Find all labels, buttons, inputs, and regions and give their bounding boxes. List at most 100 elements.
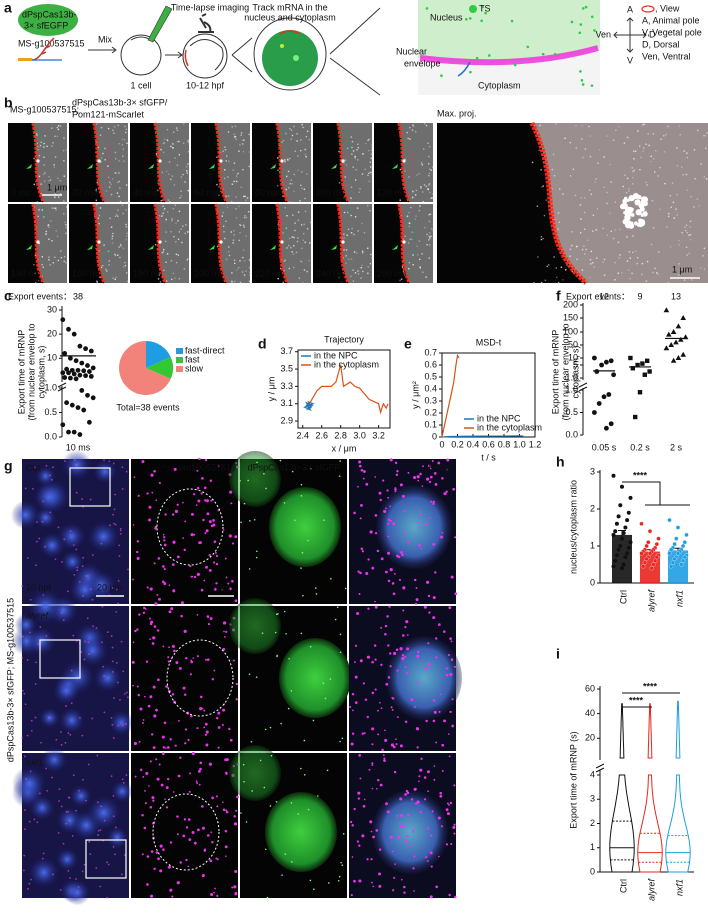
speckle — [164, 207, 166, 210]
nucleus-blob — [108, 710, 134, 736]
pie-slice — [146, 341, 171, 368]
speckle — [346, 234, 348, 237]
series-line — [308, 364, 389, 415]
rna-dot — [404, 793, 407, 796]
y-tick-label: 2 — [590, 503, 595, 513]
speckle — [367, 139, 369, 142]
speckle — [65, 261, 67, 264]
speckle — [595, 178, 597, 180]
speckle — [170, 145, 172, 148]
speckle — [228, 246, 230, 248]
speckle — [423, 148, 425, 150]
rna-dot — [160, 783, 164, 787]
rna-dot — [362, 470, 366, 473]
nucleus-blob — [34, 482, 64, 512]
speckle — [536, 132, 539, 135]
speckle — [43, 180, 46, 182]
speckle — [354, 272, 357, 274]
speckle — [428, 214, 430, 216]
speckle — [418, 258, 421, 261]
rna-dot — [233, 822, 238, 826]
speckle — [414, 218, 417, 220]
y-tick-label: 3.3 — [280, 381, 293, 391]
axis-break — [57, 382, 67, 392]
speckle — [352, 150, 355, 152]
speckle — [234, 280, 236, 283]
y-tick-label: 0.2 — [424, 407, 437, 417]
rna-dot — [387, 522, 390, 525]
speckle — [36, 134, 38, 137]
speckle — [160, 215, 163, 217]
speckle — [289, 157, 291, 160]
rna-dot — [95, 867, 98, 869]
speckle — [122, 266, 125, 268]
rna-dot — [402, 634, 405, 637]
rna-dot — [112, 513, 115, 516]
rna-dot — [421, 485, 424, 487]
rna-dot — [439, 794, 443, 798]
speckle — [178, 210, 181, 213]
speckle — [595, 257, 598, 259]
speckle — [431, 197, 433, 199]
rna-dot — [394, 461, 398, 465]
rna-dot — [182, 686, 186, 690]
pointer — [392, 245, 398, 250]
rna-dot — [96, 801, 99, 804]
pointer — [392, 164, 398, 169]
speckle — [678, 263, 680, 265]
speckle — [178, 278, 181, 280]
speckle — [174, 204, 177, 206]
rna-dot — [45, 767, 48, 770]
gfp-dot — [274, 631, 277, 634]
speckle — [176, 129, 179, 131]
rna-dot — [176, 555, 180, 559]
rna-dot — [77, 886, 80, 888]
y-tick-label: 0.5 — [565, 407, 578, 417]
speckle — [282, 195, 284, 198]
speckle — [580, 197, 582, 199]
point — [674, 536, 679, 541]
rna-dot — [371, 727, 375, 731]
rna-dot — [193, 841, 197, 845]
rna-dot — [430, 500, 433, 503]
gfp-dot — [250, 740, 253, 743]
gfp-cell — [229, 745, 281, 801]
speckle — [294, 229, 296, 232]
rna-dot — [383, 509, 387, 513]
rna-dot — [75, 491, 78, 494]
speckle — [408, 262, 411, 264]
rna-dot — [385, 507, 387, 510]
speckle — [589, 155, 592, 158]
speckle — [302, 282, 305, 285]
speckle — [343, 196, 345, 199]
speckle — [655, 150, 657, 152]
speckle — [344, 159, 347, 161]
speckle — [118, 143, 120, 145]
compass — [613, 17, 647, 53]
point — [663, 345, 670, 351]
speckle — [588, 189, 591, 191]
rna-dot — [362, 682, 365, 685]
rna-dot — [214, 887, 216, 890]
significance-bracket — [622, 481, 690, 506]
speckle — [420, 162, 423, 164]
speckle — [557, 228, 559, 230]
speckle — [587, 239, 589, 242]
y-axis-label: (from nuclear envelop to — [26, 323, 36, 420]
speckle — [653, 158, 655, 160]
rna-dot — [399, 797, 403, 801]
embryo — [182, 33, 228, 79]
speckle — [179, 197, 181, 199]
rna-dot — [371, 566, 375, 570]
speckle — [591, 230, 594, 232]
speckle — [165, 261, 167, 264]
speckle — [47, 224, 50, 226]
speckle — [222, 211, 224, 214]
speckle — [33, 183, 36, 186]
envelope — [214, 203, 228, 284]
annotation-value: 38 — [73, 291, 83, 301]
speckle — [648, 144, 650, 147]
speckle — [297, 155, 299, 157]
speckle — [418, 209, 421, 212]
speckle — [354, 156, 356, 158]
